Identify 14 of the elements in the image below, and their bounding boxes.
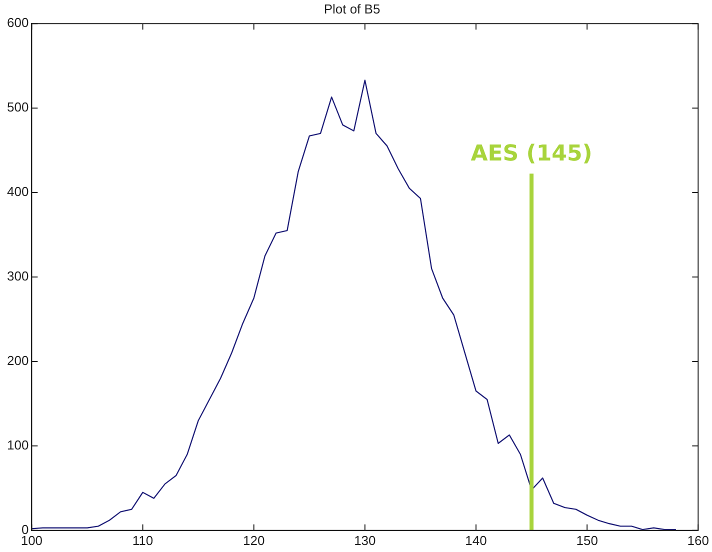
y-tick-label: 100: [6, 438, 29, 453]
chart-title: Plot of B5: [324, 1, 380, 16]
x-tick-label: 130: [354, 532, 376, 548]
y-tick-label: 300: [6, 268, 29, 284]
x-tick-label: 150: [576, 532, 598, 548]
y-tick-label: 600: [6, 15, 29, 30]
y-tick-label: 200: [6, 353, 29, 368]
x-tick-label: 120: [242, 532, 265, 548]
ref-line-label: AES (145): [470, 141, 592, 166]
y-tick-label: 500: [6, 100, 29, 115]
y-tick-label: 400: [6, 184, 29, 200]
x-tick-label: 160: [687, 532, 710, 548]
x-tick-label: 140: [465, 532, 487, 548]
x-tick-label: 110: [132, 532, 154, 548]
